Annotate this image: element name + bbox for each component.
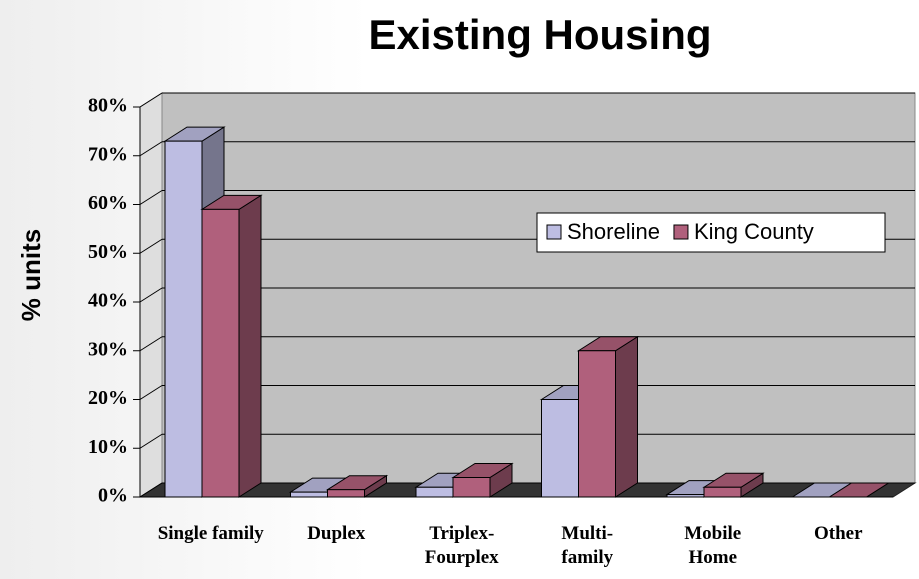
bar (290, 491, 328, 498)
bar (415, 486, 454, 498)
bar (703, 486, 742, 498)
grid-line (139, 92, 163, 108)
grid-line (139, 141, 163, 157)
legend-box (536, 212, 886, 253)
chart-title: Existing Housing (368, 11, 711, 58)
legend-swatch (546, 224, 562, 240)
grid-line (139, 385, 163, 400)
x-tick-label: Triplex- Fourplex (424, 523, 499, 568)
grid-line (139, 336, 163, 352)
legend-label: King County (694, 219, 814, 244)
y-tick-label: 20% (88, 387, 128, 409)
y-tick-label: 0% (98, 485, 128, 507)
legend-swatch (673, 224, 689, 240)
grid-line (139, 287, 163, 303)
legend: Shoreline King County (536, 212, 886, 253)
y-tick-label: 60% (88, 192, 128, 214)
bar-side (238, 194, 262, 498)
grid-line (139, 190, 163, 205)
bar (164, 140, 203, 498)
x-tick-label: Multi- family (561, 523, 614, 568)
x-tick-label: Duplex (307, 523, 366, 544)
bar (452, 477, 491, 498)
y-tick-label: 30% (88, 338, 128, 360)
grid-line (139, 238, 163, 254)
bar (541, 399, 579, 498)
y-tick-label: 70% (88, 143, 128, 165)
bar (578, 350, 616, 498)
bar (201, 208, 240, 498)
grid-line (139, 482, 163, 498)
bar (327, 489, 365, 498)
y-tick-label: 40% (88, 290, 128, 312)
grid-line (139, 433, 163, 449)
x-tick-label: Other (813, 523, 863, 544)
bar-side (615, 335, 638, 498)
bar (666, 494, 705, 498)
x-tick-label: Mobile Home (684, 523, 742, 568)
y-tick-label: 50% (88, 241, 128, 263)
legend-label: Shoreline (567, 219, 660, 244)
x-tick-label: Single family (157, 523, 264, 544)
y-axis-title: % units (16, 229, 46, 321)
y-tick-label: 10% (88, 436, 128, 458)
y-tick-label: 80% (88, 95, 128, 117)
bar-top (827, 482, 891, 498)
